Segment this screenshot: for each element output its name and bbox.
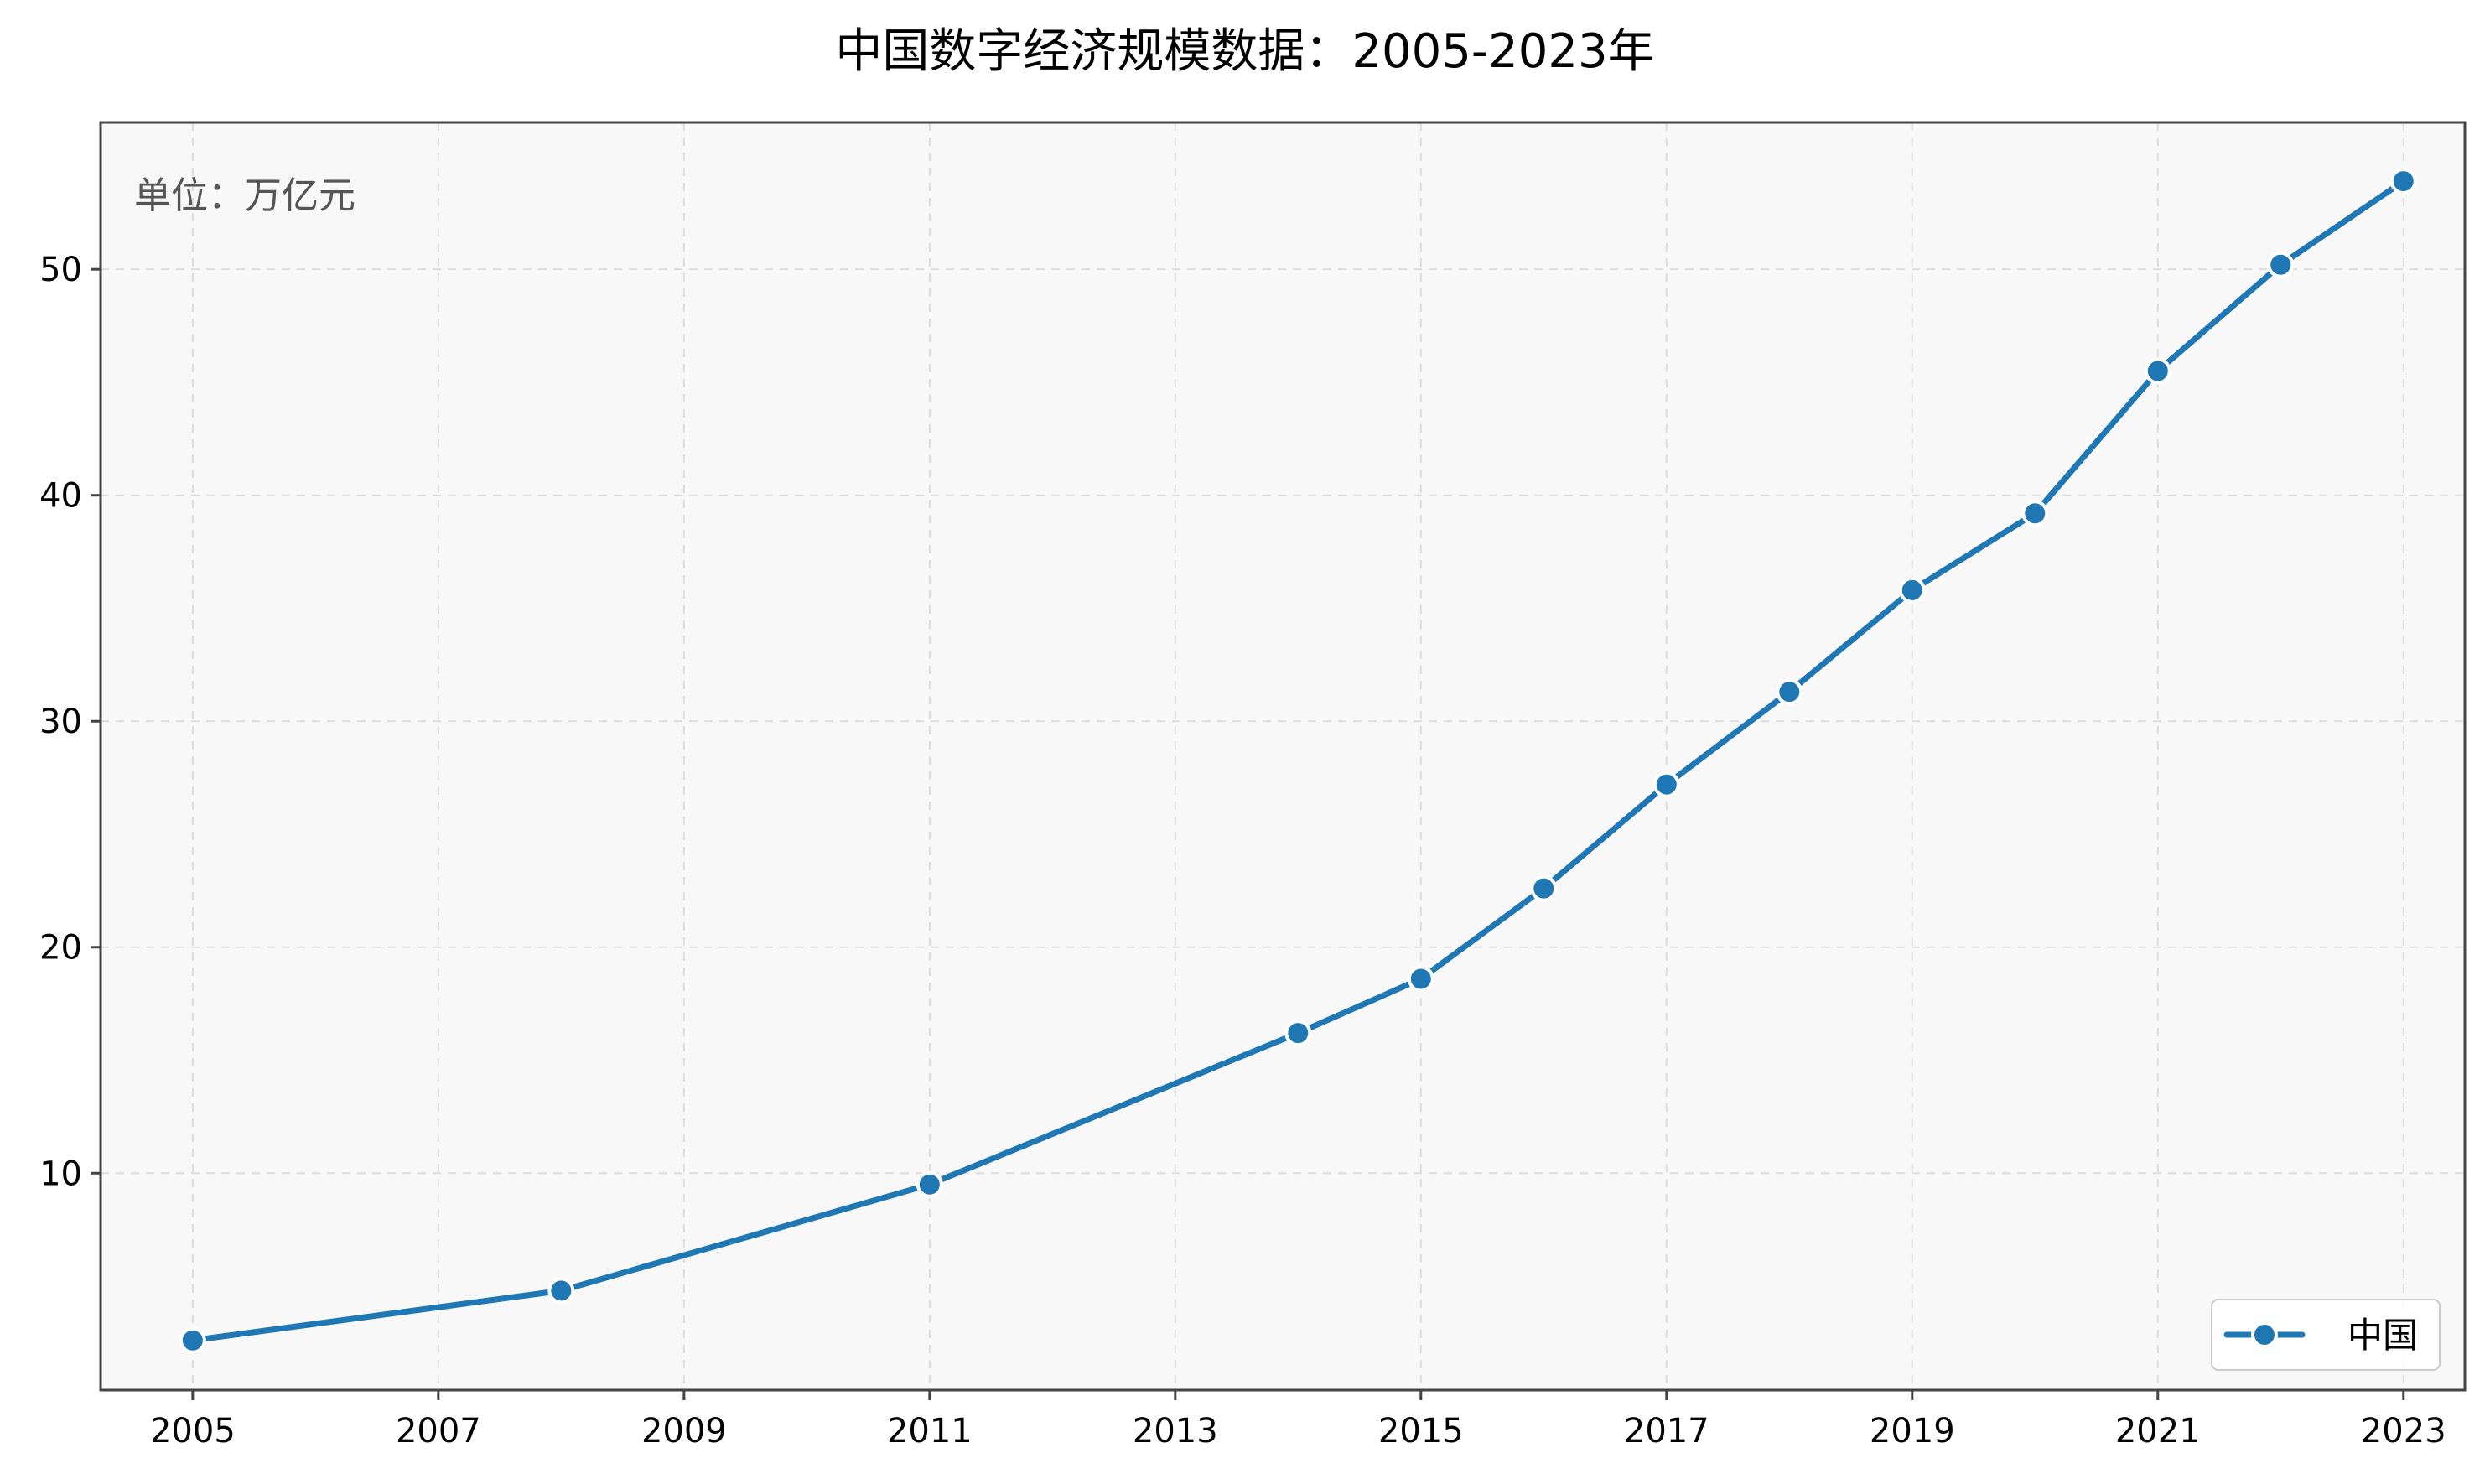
data-point <box>1776 678 1803 706</box>
series-layer <box>179 168 2417 1354</box>
x-tick-label: 2017 <box>1624 1412 1709 1450</box>
data-point <box>1898 576 1926 604</box>
x-tick-label: 2013 <box>1133 1412 1218 1450</box>
data-point <box>2267 251 2295 278</box>
grid-layer <box>101 122 2465 1390</box>
y-axis: 10 20 30 40 50 <box>39 251 101 1193</box>
data-point <box>2144 357 2171 385</box>
x-tick-label: 2015 <box>1378 1412 1464 1450</box>
data-point <box>2389 168 2417 195</box>
data-point <box>547 1277 575 1305</box>
legend-box <box>2211 1299 2441 1371</box>
y-tick-label: 30 <box>39 703 82 741</box>
legend-label: 中国 <box>2347 1315 2418 1356</box>
x-tick-label: 2011 <box>887 1412 973 1450</box>
y-tick-label: 20 <box>39 929 82 968</box>
legend-dot-marker <box>2251 1321 2278 1348</box>
x-tick-label: 2021 <box>2115 1412 2201 1450</box>
x-tick-label: 2019 <box>1870 1412 1955 1450</box>
y-tick-label: 50 <box>39 251 82 289</box>
chart-title: 中国数字经济规模数据：2005-2023年 <box>835 24 1654 79</box>
x-tick-label: 2023 <box>2361 1412 2446 1450</box>
legend: 中国 <box>2211 1299 2441 1371</box>
plot-area <box>101 122 2465 1390</box>
y-tick-label: 40 <box>39 477 82 516</box>
x-axis: 2005 2007 2009 2011 2013 2015 2017 2019 2021 2023 <box>150 1390 2446 1450</box>
x-tick-label: 2007 <box>396 1412 481 1450</box>
unit-label: 单位：万亿元 <box>134 174 355 217</box>
data-point <box>1652 771 1680 798</box>
x-tick-label: 2005 <box>150 1412 236 1450</box>
data-point <box>179 1326 206 1354</box>
data-point <box>2021 500 2049 527</box>
data-point <box>916 1170 943 1198</box>
data-point <box>1530 874 1558 902</box>
plot-frame <box>99 121 2467 1392</box>
data-point <box>1284 1020 1312 1047</box>
data-point <box>1407 965 1434 993</box>
x-tick-label: 2009 <box>641 1412 727 1450</box>
y-tick-label: 10 <box>39 1155 82 1193</box>
